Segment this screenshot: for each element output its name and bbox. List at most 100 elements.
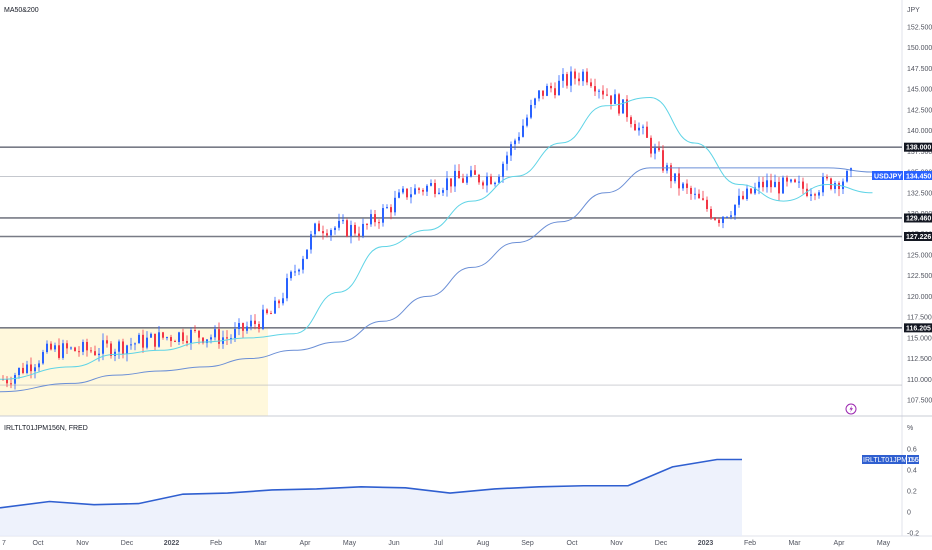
candle-body [642, 126, 644, 128]
candle-body [178, 332, 180, 342]
candle-body [582, 71, 584, 82]
candle-body [170, 337, 172, 342]
candle-body [2, 379, 4, 381]
x-tick-label: Jul [434, 540, 443, 547]
candle-body [62, 343, 64, 358]
yield-line [0, 458, 742, 509]
candle-body [22, 367, 24, 374]
x-tick-label: Apr [834, 540, 846, 547]
x-tick-label: Mar [254, 540, 267, 547]
candle-body [250, 320, 252, 327]
candle-body [306, 249, 308, 259]
horizontal-levels[interactable]: 138.000 129.460 127.226 116.205 [0, 142, 932, 386]
candle-body [374, 214, 376, 223]
level-tag-bg [904, 323, 932, 333]
candle-body [458, 170, 460, 179]
candle-body [522, 125, 524, 137]
x-tick-label: Apr [300, 540, 312, 547]
candle-body [486, 176, 488, 186]
candle-body [118, 341, 120, 352]
candle-body [42, 352, 44, 364]
candle-body [78, 351, 80, 353]
candle-body [122, 341, 124, 355]
candle-body [518, 136, 520, 141]
candle-body [154, 333, 156, 347]
candle-body [462, 178, 464, 183]
level-tag-text: 129.460 [906, 215, 931, 222]
x-tick-label: Nov [76, 540, 89, 547]
candle-body [162, 332, 164, 338]
candle-body [382, 208, 384, 223]
sub-y-tick-label: 0 [907, 510, 911, 517]
candle-body [270, 313, 272, 315]
lightning-circle-icon[interactable] [845, 403, 857, 415]
candle-body [106, 340, 108, 344]
candle-body [734, 204, 736, 216]
candle-body [290, 271, 292, 279]
candle-body [510, 144, 512, 156]
candle-body [750, 188, 752, 194]
candle-body [554, 88, 556, 96]
candle-body [238, 323, 240, 329]
candle-body [10, 383, 12, 385]
candle-body [502, 163, 504, 177]
candle-body [846, 171, 848, 182]
candle-body [34, 367, 36, 372]
candle-body [758, 181, 760, 188]
x-tick-label: Oct [567, 540, 578, 547]
candle-body [794, 179, 796, 183]
candle-body [678, 173, 680, 189]
candle-body [82, 341, 84, 352]
candle-body [46, 343, 48, 353]
candle-body [746, 188, 748, 199]
candle-body [210, 337, 212, 340]
candle-body [350, 224, 352, 237]
candle-body [242, 323, 244, 331]
candlesticks [2, 66, 852, 390]
candle-body [134, 343, 136, 345]
time-axis: 7 Oct Nov Dec 2022 Feb Mar Apr May Jun Jul Aug Sep Oc… [2, 540, 891, 547]
candle-body [534, 98, 536, 105]
candle-body [442, 190, 444, 193]
candle-body [226, 337, 228, 339]
candle-body [258, 324, 260, 329]
candle-body [498, 176, 500, 183]
candle-body [426, 185, 428, 192]
candle-body [530, 104, 532, 118]
candle-body [246, 326, 248, 331]
candle-body [94, 351, 96, 356]
candle-body [66, 343, 68, 349]
candle-body [562, 74, 564, 81]
candle-body [190, 329, 192, 343]
y-tick-label: 120.000 [907, 294, 932, 301]
price-tag: USDJPY 134.450 [872, 171, 932, 181]
candle-body [386, 207, 388, 209]
candle-body [698, 193, 700, 199]
candle-body [726, 216, 728, 218]
candle-body [470, 170, 472, 177]
candle-body [798, 181, 800, 183]
candle-body [434, 182, 436, 194]
candle-body [834, 182, 836, 190]
candle-body [818, 192, 820, 196]
candle-body [74, 347, 76, 352]
candle-body [506, 155, 508, 164]
svg-text:0.5: 0.5 [909, 457, 919, 464]
y-tick-label: 152.500 [907, 25, 932, 32]
candle-body [206, 339, 208, 344]
candle-body [130, 344, 132, 346]
candle-body [358, 233, 360, 237]
candle-body [478, 174, 480, 183]
candle-body [202, 337, 204, 344]
candle-body [634, 123, 636, 131]
candle-body [298, 269, 300, 272]
candle-body [354, 224, 356, 234]
candle-body [266, 309, 268, 314]
candle-body [694, 193, 696, 195]
y-tick-label: 137.500 [907, 149, 932, 156]
svg-text:IRLTLT01JPM156N: IRLTLT01JPM156N [863, 457, 924, 464]
candle-body [790, 179, 792, 182]
candle-body [718, 219, 720, 223]
candle-body [550, 85, 552, 89]
